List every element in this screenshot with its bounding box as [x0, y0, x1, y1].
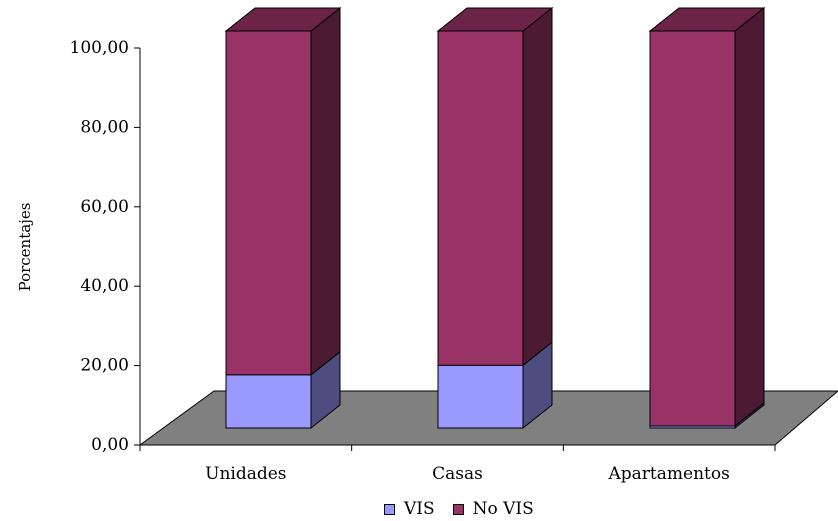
legend-item-no-vis: No VIS — [452, 499, 534, 519]
bar-no-vis-apartamentos — [649, 30, 736, 427]
x-tick-label: Apartamentos — [608, 464, 730, 484]
y-tick-label: 0,00 — [91, 435, 129, 455]
legend: VIS No VIS — [384, 499, 552, 519]
bar-no-vis-casas — [437, 30, 524, 366]
legend-label-vis: VIS — [404, 499, 435, 519]
bar-no-vis-unidades — [225, 30, 312, 376]
x-tick-label: Unidades — [205, 464, 286, 484]
bar-vis-casas — [437, 364, 524, 429]
y-axis-label: Porcentajes — [16, 203, 34, 292]
bar-vis-unidades — [225, 374, 312, 429]
bar-side-no-vis — [310, 6, 341, 376]
y-tick-label: 40,00 — [80, 276, 129, 296]
bar-top-casas — [436, 7, 554, 32]
y-tick-label: 80,00 — [80, 117, 129, 137]
y-tick-label: 100,00 — [70, 38, 129, 58]
bar-side-no-vis — [522, 6, 553, 367]
legend-item-vis: VIS — [384, 499, 435, 519]
bar-top-apartamentos — [648, 7, 766, 32]
y-tick-label: 20,00 — [80, 356, 129, 376]
x-tick-label: Casas — [432, 464, 483, 484]
legend-swatch-no-vis — [452, 503, 464, 515]
bar-top-unidades — [224, 7, 342, 32]
legend-label-no-vis: No VIS — [472, 499, 534, 519]
y-tick-label: 60,00 — [80, 197, 129, 217]
legend-swatch-vis — [384, 503, 395, 515]
bar-side-no-vis — [734, 6, 765, 428]
